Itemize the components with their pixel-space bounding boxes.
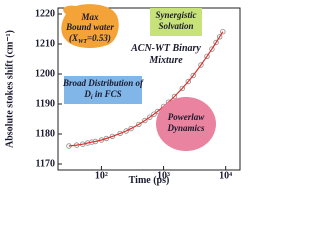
data-layer: [66, 29, 226, 149]
fit-line: [68, 31, 224, 147]
x-tick-label: 10²: [95, 170, 108, 181]
x-tick-label: 10³: [157, 170, 170, 181]
annotation: (XWT=0.53): [69, 33, 111, 45]
annotation: Mixture: [148, 55, 183, 66]
y-tick-label: 1210: [35, 38, 55, 49]
y-tick-label: 1190: [36, 98, 55, 109]
y-tick-label: 1220: [35, 8, 55, 19]
annotation: Synergistic: [155, 10, 196, 20]
annotation: Bound water: [65, 22, 114, 32]
annotation-shape: [61, 4, 119, 49]
annotation: Powerlaw: [168, 112, 205, 122]
page: {"chart_data": {"type": "line", "x_label…: [4, 4, 241, 186]
x-axis-label: Time (ps): [129, 175, 170, 186]
annotation: Di in FCS: [83, 89, 121, 101]
y-axis-label: Absolute stokes shift (cm⁻¹): [4, 30, 15, 148]
annotation-shape: [150, 8, 202, 36]
annotation: ACN-WT Binary: [130, 43, 201, 54]
annotation-shape: [64, 76, 142, 104]
chart: Time (ps) Absolute stokes shift (cm⁻¹) M…: [4, 4, 241, 186]
annotation: Dynamics: [167, 123, 205, 133]
y-tick-label: 1200: [35, 68, 55, 79]
y-tick-label: 1180: [36, 128, 55, 139]
annotation-shape: [156, 97, 216, 151]
annotation: Broad Distribution of: [62, 78, 144, 88]
x-tick-label: 10⁴: [219, 170, 232, 181]
plot-frame: [57, 7, 241, 171]
annotation: Max: [80, 12, 99, 22]
annotation: Solvation: [158, 21, 193, 31]
y-tick-label: 1170: [36, 158, 55, 169]
